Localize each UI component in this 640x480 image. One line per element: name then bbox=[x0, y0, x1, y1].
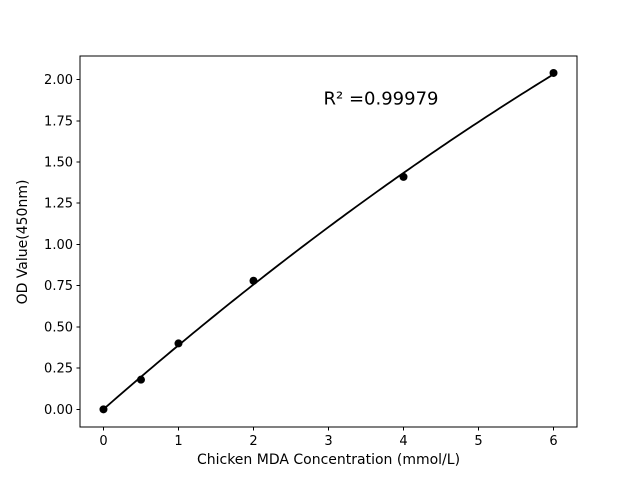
y-tick-label: 0.50 bbox=[44, 320, 73, 335]
data-point bbox=[99, 405, 108, 414]
x-tick-label: 1 bbox=[174, 434, 182, 449]
y-tick-label: 0.25 bbox=[44, 362, 73, 377]
y-tick-label: 1.00 bbox=[44, 238, 73, 253]
data-point bbox=[549, 68, 558, 77]
data-point bbox=[249, 276, 258, 285]
x-tick-label: 3 bbox=[324, 434, 332, 449]
data-point bbox=[399, 172, 408, 181]
x-tick-label: 6 bbox=[549, 434, 557, 449]
y-tick-label: 1.25 bbox=[44, 197, 73, 212]
x-tick-label: 2 bbox=[249, 434, 257, 449]
x-tick-label: 4 bbox=[399, 434, 407, 449]
y-tick-label: 2.00 bbox=[44, 73, 73, 88]
plot-frame bbox=[79, 55, 578, 428]
x-tick-label: 5 bbox=[474, 434, 482, 449]
x-axis-label: Chicken MDA Concentration (mmol/L) bbox=[196, 452, 461, 468]
y-tick-label: 1.50 bbox=[44, 156, 73, 171]
y-tick-label: 1.75 bbox=[44, 114, 73, 129]
y-tick-label: 0.75 bbox=[44, 279, 73, 294]
y-tick-label: 0.00 bbox=[44, 403, 73, 418]
data-point bbox=[174, 339, 183, 348]
fit-line bbox=[102, 73, 555, 411]
y-axis-label: OD Value(450nm) bbox=[15, 179, 31, 304]
x-tick-label: 0 bbox=[99, 434, 107, 449]
data-point bbox=[136, 375, 145, 384]
r-squared-annotation: R² =0.99979 bbox=[323, 88, 439, 110]
